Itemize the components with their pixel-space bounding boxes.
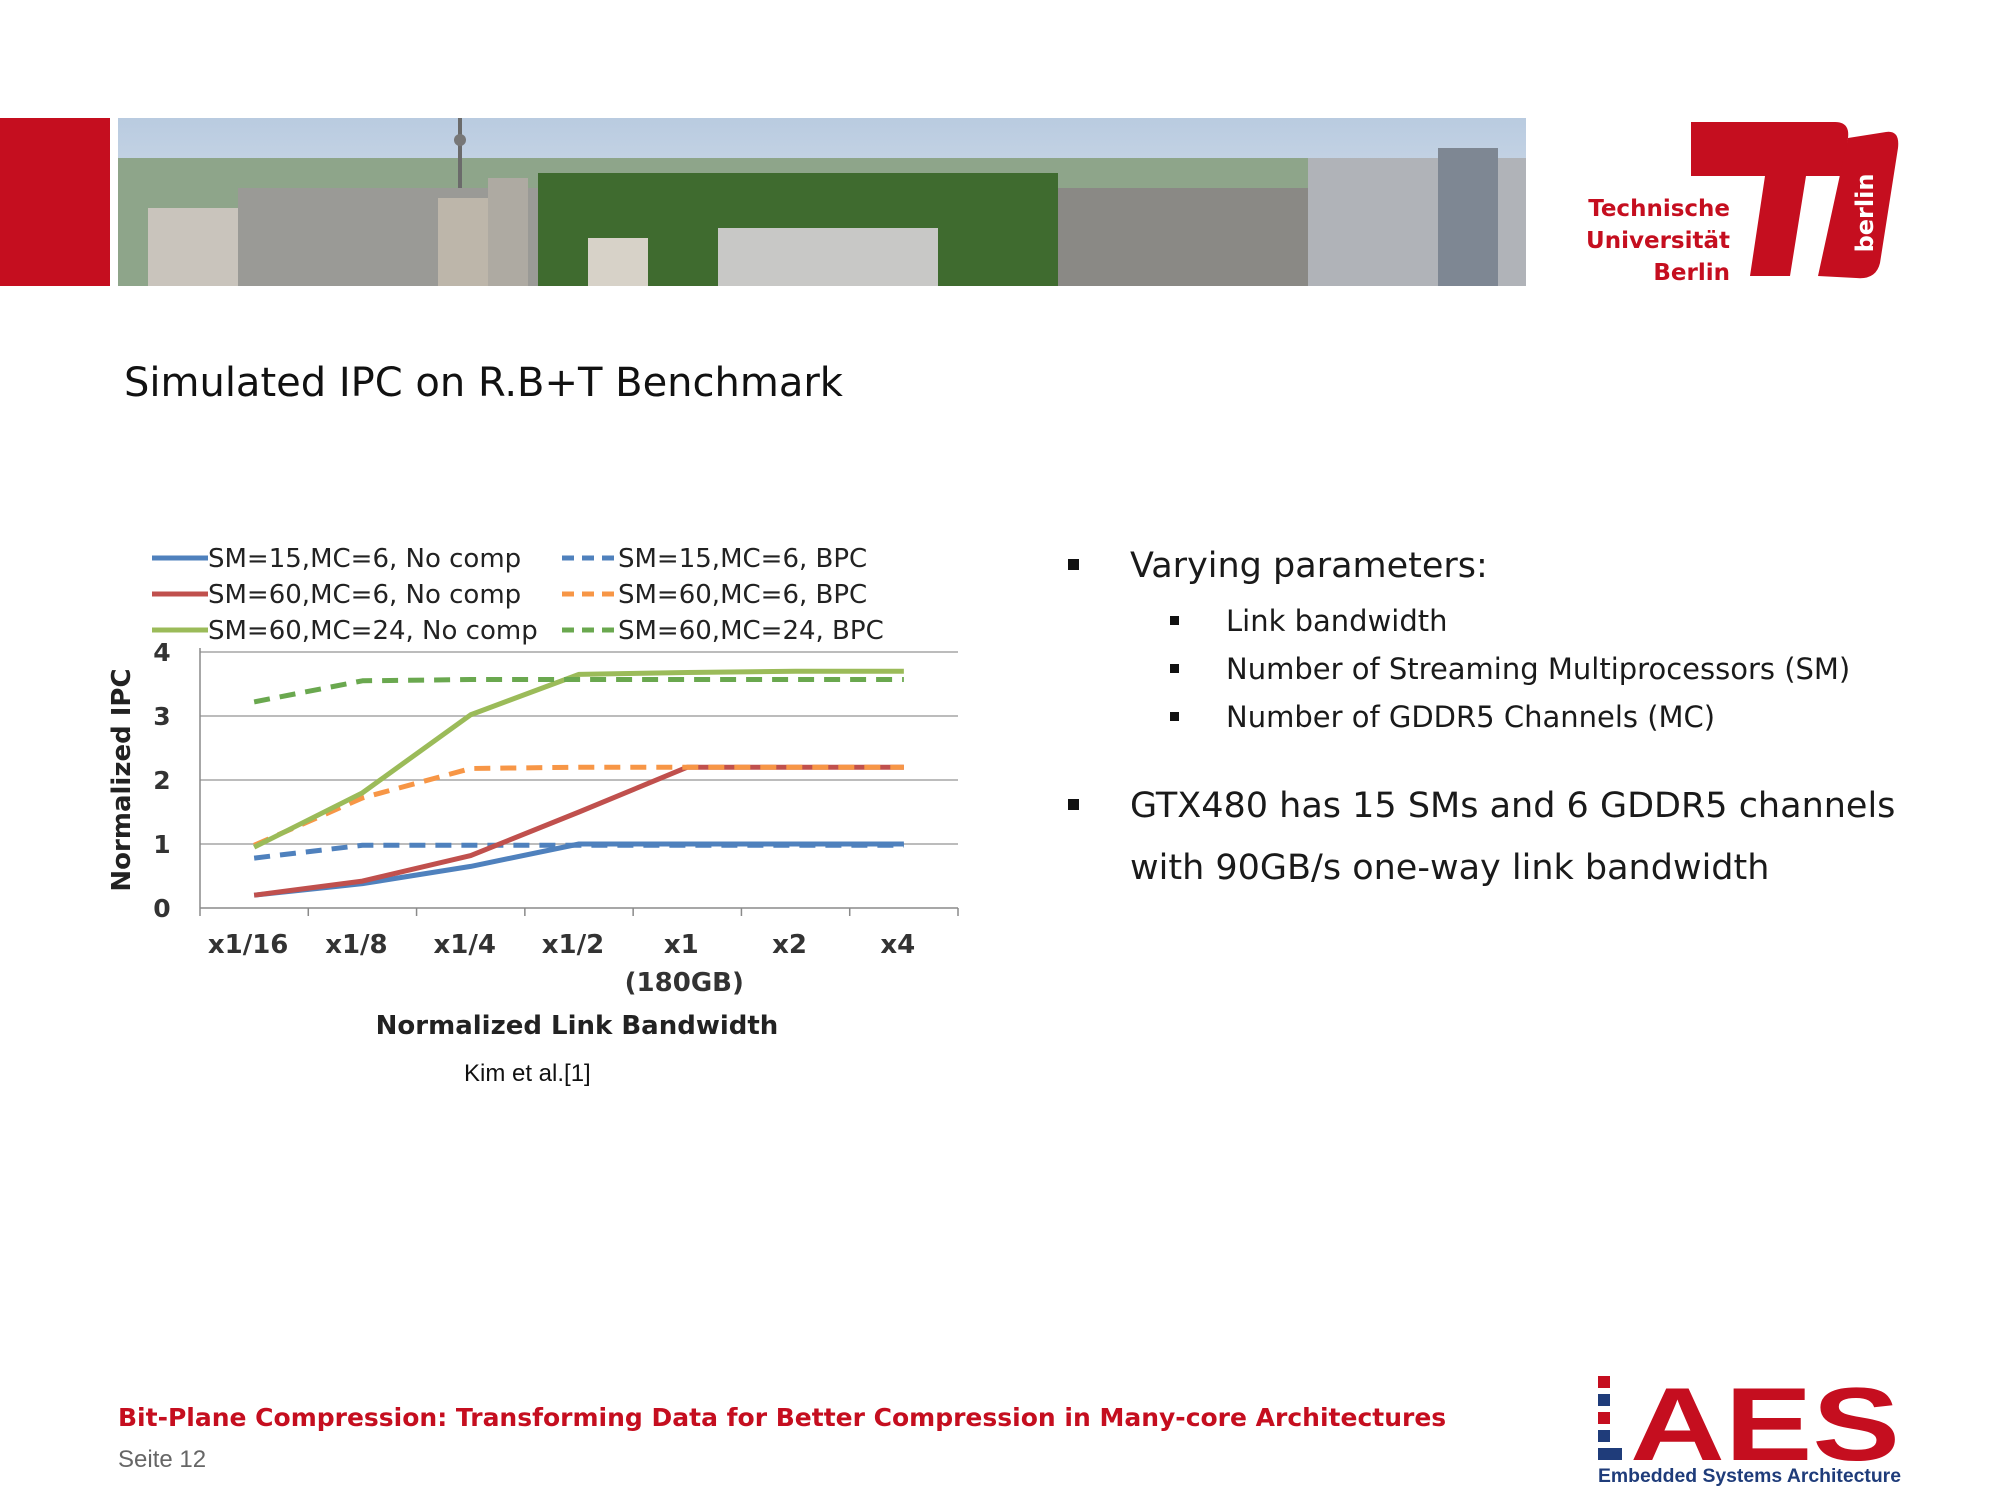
bullet-text-line1: GTX480 has 15 SMs and 6 GDDR5 channels	[1130, 786, 1896, 826]
bullet-square-icon	[1170, 712, 1179, 721]
header-red-block	[0, 118, 110, 286]
sub-bullet-sm: Number of Streaming Multiprocessors (SM)	[1060, 645, 1960, 693]
sub-bullet-link-bandwidth: Link bandwidth	[1060, 597, 1960, 645]
chart-svg: 0 1 2 3 4 x1/16 x1/8 x1/4 x1/2 x1 (180GB) x2 x4 Norma…	[107, 544, 959, 1041]
sub-bullet-text: Number of Streaming Multiprocessors (SM)	[1226, 652, 1851, 686]
bullet-list: Varying parameters: Link bandwidth Numbe…	[1060, 535, 1960, 899]
y-tick-label: 0	[153, 894, 170, 923]
series-line	[253, 841, 904, 898]
y-tick-label: 2	[153, 766, 170, 795]
chart-credit: Kim et al.[1]	[464, 1060, 591, 1087]
tu-name-line2: Universität	[1586, 228, 1730, 254]
legend-label: SM=60,MC=24, No comp	[208, 616, 538, 646]
bullet-gtx480-continued: with 90GB/s one-way link bandwidth	[1060, 837, 1960, 899]
bullet-gtx480: GTX480 has 15 SMs and 6 GDDR5 channels	[1060, 775, 1960, 837]
aes-logo-subtitle: Embedded Systems Architecture	[1598, 1466, 1901, 1486]
legend-label: SM=60,MC=24, BPC	[618, 616, 884, 646]
bullet-text: Varying parameters:	[1130, 546, 1488, 586]
bullet-varying-parameters: Varying parameters:	[1060, 535, 1960, 597]
bullet-square-icon	[1068, 799, 1079, 810]
y-tick-label: 1	[153, 830, 170, 859]
tu-berlin-vertical-text: berlin	[1851, 174, 1879, 253]
x-tick-label: x2	[772, 930, 807, 960]
bullet-square-icon	[1170, 664, 1179, 673]
footer-presentation-title: Bit-Plane Compression: Transforming Data…	[118, 1403, 1447, 1432]
sub-bullet-text: Link bandwidth	[1226, 604, 1448, 638]
legend-label: SM=15,MC=6, No comp	[208, 544, 521, 574]
x-tick-label: x4	[880, 930, 915, 960]
y-axis-title: Normalized IPC	[107, 668, 137, 891]
bullet-square-icon	[1068, 559, 1079, 570]
legend-label: SM=60,MC=6, No comp	[208, 580, 521, 610]
y-tick-label: 3	[153, 702, 170, 731]
x-tick-label: x1/2	[542, 930, 604, 960]
x-axis-title: Normalized Link Bandwidth	[376, 1011, 779, 1041]
legend-label: SM=15,MC=6, BPC	[618, 544, 867, 574]
slide-title: Simulated IPC on R.B+T Benchmark	[124, 360, 843, 406]
y-tick-label: 4	[153, 638, 170, 667]
series-line	[253, 677, 904, 705]
tu-berlin-logo: berlin Technische Universität Berlin	[1586, 122, 1899, 286]
x-tick-label: x1/4	[433, 930, 495, 960]
x-tick-label: x1	[664, 930, 699, 960]
series-line	[253, 842, 904, 861]
tu-name-line3: Berlin	[1653, 260, 1730, 286]
x-tick-label: x1/16	[208, 930, 289, 960]
header-cityscape-image	[118, 118, 1526, 286]
sub-bullet-mc: Number of GDDR5 Channels (MC)	[1060, 693, 1960, 741]
x-tick-label: x1/8	[325, 930, 387, 960]
aes-logo-mark: AES	[1630, 1367, 1900, 1483]
x-tick-sublabel: (180GB)	[625, 968, 744, 998]
tu-name-line1: Technische	[1588, 196, 1730, 222]
series-line	[253, 668, 904, 850]
aes-logo: AES Embedded Systems Architecture	[1598, 1367, 1901, 1486]
series-line	[253, 764, 904, 848]
bullet-text-line2: with 90GB/s one-way link bandwidth	[1130, 848, 1770, 888]
legend-label: SM=60,MC=6, BPC	[618, 580, 867, 610]
series-line	[253, 764, 904, 898]
sub-bullet-text: Number of GDDR5 Channels (MC)	[1226, 700, 1716, 734]
footer-page-number: Seite 12	[118, 1446, 207, 1473]
ipc-line-chart: 0 1 2 3 4 x1/16 x1/8 x1/4 x1/2 x1 (180GB) x2 x4 Norma…	[100, 530, 980, 1100]
bullet-square-icon	[1170, 616, 1179, 625]
